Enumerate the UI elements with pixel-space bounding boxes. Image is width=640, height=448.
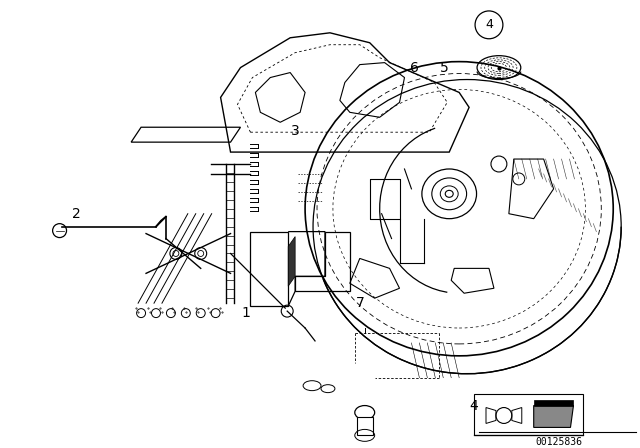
Circle shape [211,309,220,318]
Text: 4: 4 [470,399,479,413]
Circle shape [166,309,175,318]
Text: 00125836: 00125836 [535,437,582,448]
Text: 5: 5 [440,60,449,74]
Polygon shape [534,405,573,427]
Circle shape [181,309,190,318]
Bar [356,418,372,435]
Circle shape [281,305,293,317]
Text: 2: 2 [72,207,81,221]
Text: 3: 3 [291,124,300,138]
Circle shape [196,309,205,318]
Text: 1: 1 [241,306,250,320]
Text: 6: 6 [410,60,419,74]
Text: 7: 7 [355,296,364,310]
Bar [534,400,573,405]
Polygon shape [288,237,295,286]
Text: 4: 4 [485,18,493,31]
Circle shape [195,247,207,259]
Circle shape [170,247,182,259]
Circle shape [52,224,67,237]
Circle shape [136,309,145,318]
Circle shape [152,309,161,318]
Bar [474,394,584,435]
